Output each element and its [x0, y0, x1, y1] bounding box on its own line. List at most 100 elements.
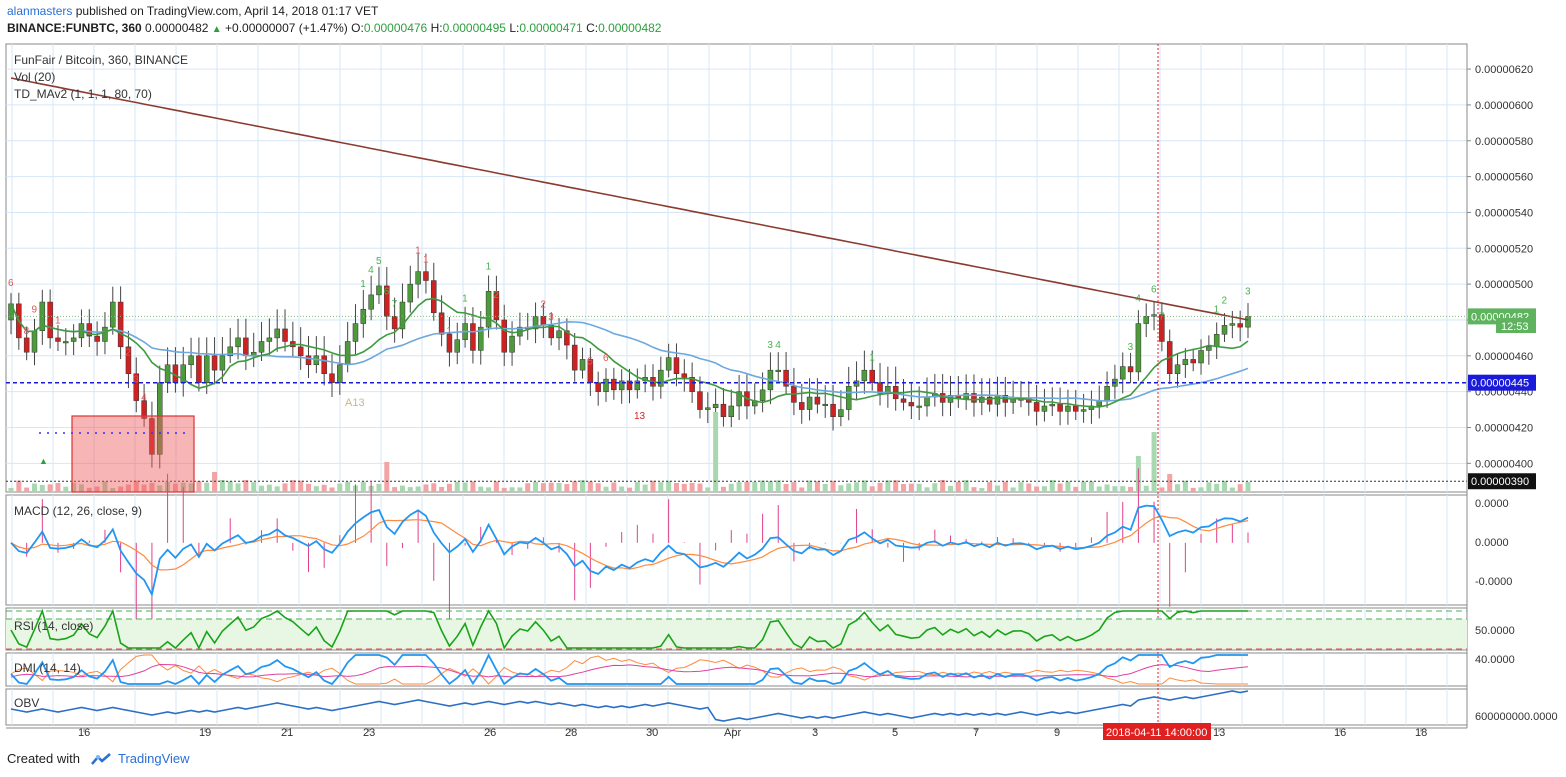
volume-bar	[415, 486, 421, 492]
ma-slow-line	[10, 77, 1249, 321]
candle-down	[305, 355, 312, 366]
volume-bar	[1245, 482, 1251, 492]
time-axis-label: 18	[1415, 727, 1427, 739]
volume-bar	[611, 482, 617, 492]
volume-bar	[1112, 486, 1118, 492]
volume-bar	[587, 481, 593, 492]
volume-bar	[1198, 487, 1204, 492]
candle-up	[1206, 346, 1212, 351]
candle-down	[571, 344, 578, 371]
dotted-level-dot	[151, 432, 153, 434]
candle-down	[548, 325, 554, 339]
volume-bar	[595, 483, 601, 492]
time-axis-label: 7	[973, 727, 979, 739]
volume-bar	[8, 488, 14, 492]
candle-up	[110, 301, 116, 328]
volume-bar	[650, 480, 656, 492]
chart-title: FunFair / Bitcoin, 360, BINANCE	[14, 53, 188, 67]
volume-bar	[204, 482, 210, 492]
volume-bar	[1167, 474, 1173, 492]
volume-bar	[55, 482, 61, 492]
td-count-up: 6	[384, 286, 390, 297]
candle-up	[203, 355, 210, 383]
candle-down	[939, 393, 946, 403]
candle-up	[31, 330, 38, 353]
td-count-down: 8	[24, 326, 30, 337]
candle-up	[1151, 314, 1157, 317]
volume-bar	[720, 486, 726, 492]
volume-bar	[580, 480, 586, 492]
tradingview-logo-icon[interactable]	[90, 752, 112, 766]
volume-bar	[102, 481, 108, 492]
price-axis-label: 0.00000600	[1475, 100, 1533, 112]
candle-up	[861, 369, 868, 382]
volume-bar	[673, 483, 679, 492]
volume-bar	[642, 484, 648, 492]
volume-bar	[63, 486, 69, 492]
volume-bar	[478, 486, 484, 492]
time-axis-label: 30	[646, 727, 658, 739]
created-with-text: Created with	[7, 751, 80, 766]
volume-bar	[321, 484, 327, 492]
td-count-up: 4	[775, 340, 781, 351]
volume-bar	[1073, 486, 1079, 492]
volume-bar	[540, 483, 546, 492]
time-axis-label: 3	[812, 727, 818, 739]
author-link[interactable]: alanmasters	[7, 4, 73, 18]
dmi-label: DMI (14, 14)	[14, 661, 81, 675]
volume-bar	[861, 480, 867, 492]
candle-up	[376, 285, 382, 296]
volume-bar	[157, 485, 163, 492]
obv-pane	[5, 688, 1468, 726]
candle-down	[611, 378, 617, 391]
volume-bar	[251, 482, 257, 492]
tradingview-link[interactable]: TradingView	[117, 751, 190, 766]
volume-bar	[1081, 481, 1087, 492]
price-axis-label: 0.00000620	[1475, 64, 1533, 76]
volume-bar	[916, 483, 922, 492]
low-label: L:	[509, 21, 520, 35]
chart-area[interactable]: ▲145671123413467123468912341112356A1313F…	[0, 0, 1566, 745]
volume-bar	[243, 480, 249, 492]
volume-bar	[634, 482, 640, 492]
candle-up	[227, 346, 233, 357]
volume-bar	[697, 483, 703, 492]
volume-bar	[705, 487, 711, 492]
td-count-down: 1	[423, 255, 429, 266]
volume-bar	[971, 487, 977, 492]
dmi-minus-line	[10, 654, 1248, 685]
candle-down	[986, 396, 993, 405]
volume-bar	[24, 487, 30, 492]
candle-down	[493, 291, 500, 321]
dotted-level-dot	[159, 432, 161, 434]
candle-up	[1041, 405, 1048, 412]
candle-down	[689, 377, 695, 392]
volume-bar	[1065, 481, 1071, 492]
price-axis-label: 0.00000540	[1475, 207, 1533, 219]
dotted-level-dot	[175, 432, 177, 434]
volume-bar	[493, 481, 499, 492]
candle-up	[556, 330, 562, 339]
candle-up	[157, 382, 163, 455]
time-axis-label: 13	[1213, 727, 1225, 739]
candle-up	[806, 396, 813, 410]
candle-up	[415, 271, 421, 285]
volume-bar	[235, 483, 241, 492]
volume-bar	[955, 481, 961, 492]
volume-bar	[783, 483, 789, 492]
volume-bar	[345, 481, 351, 492]
up-triangle-icon: ▲	[39, 456, 48, 466]
volume-bar	[188, 483, 194, 492]
volume-bar	[987, 482, 993, 492]
volume-bar	[1128, 486, 1134, 492]
volume-bar	[1237, 484, 1243, 492]
rsi-band	[6, 619, 1467, 649]
td-count-up: 1	[1214, 304, 1220, 315]
candle-up	[188, 355, 194, 366]
volume-bar	[994, 485, 1000, 492]
volume-bar	[1175, 484, 1181, 492]
candle-up	[352, 323, 359, 342]
candle-down	[55, 337, 61, 342]
volume-bar	[509, 487, 515, 492]
volume-bar	[932, 483, 938, 492]
